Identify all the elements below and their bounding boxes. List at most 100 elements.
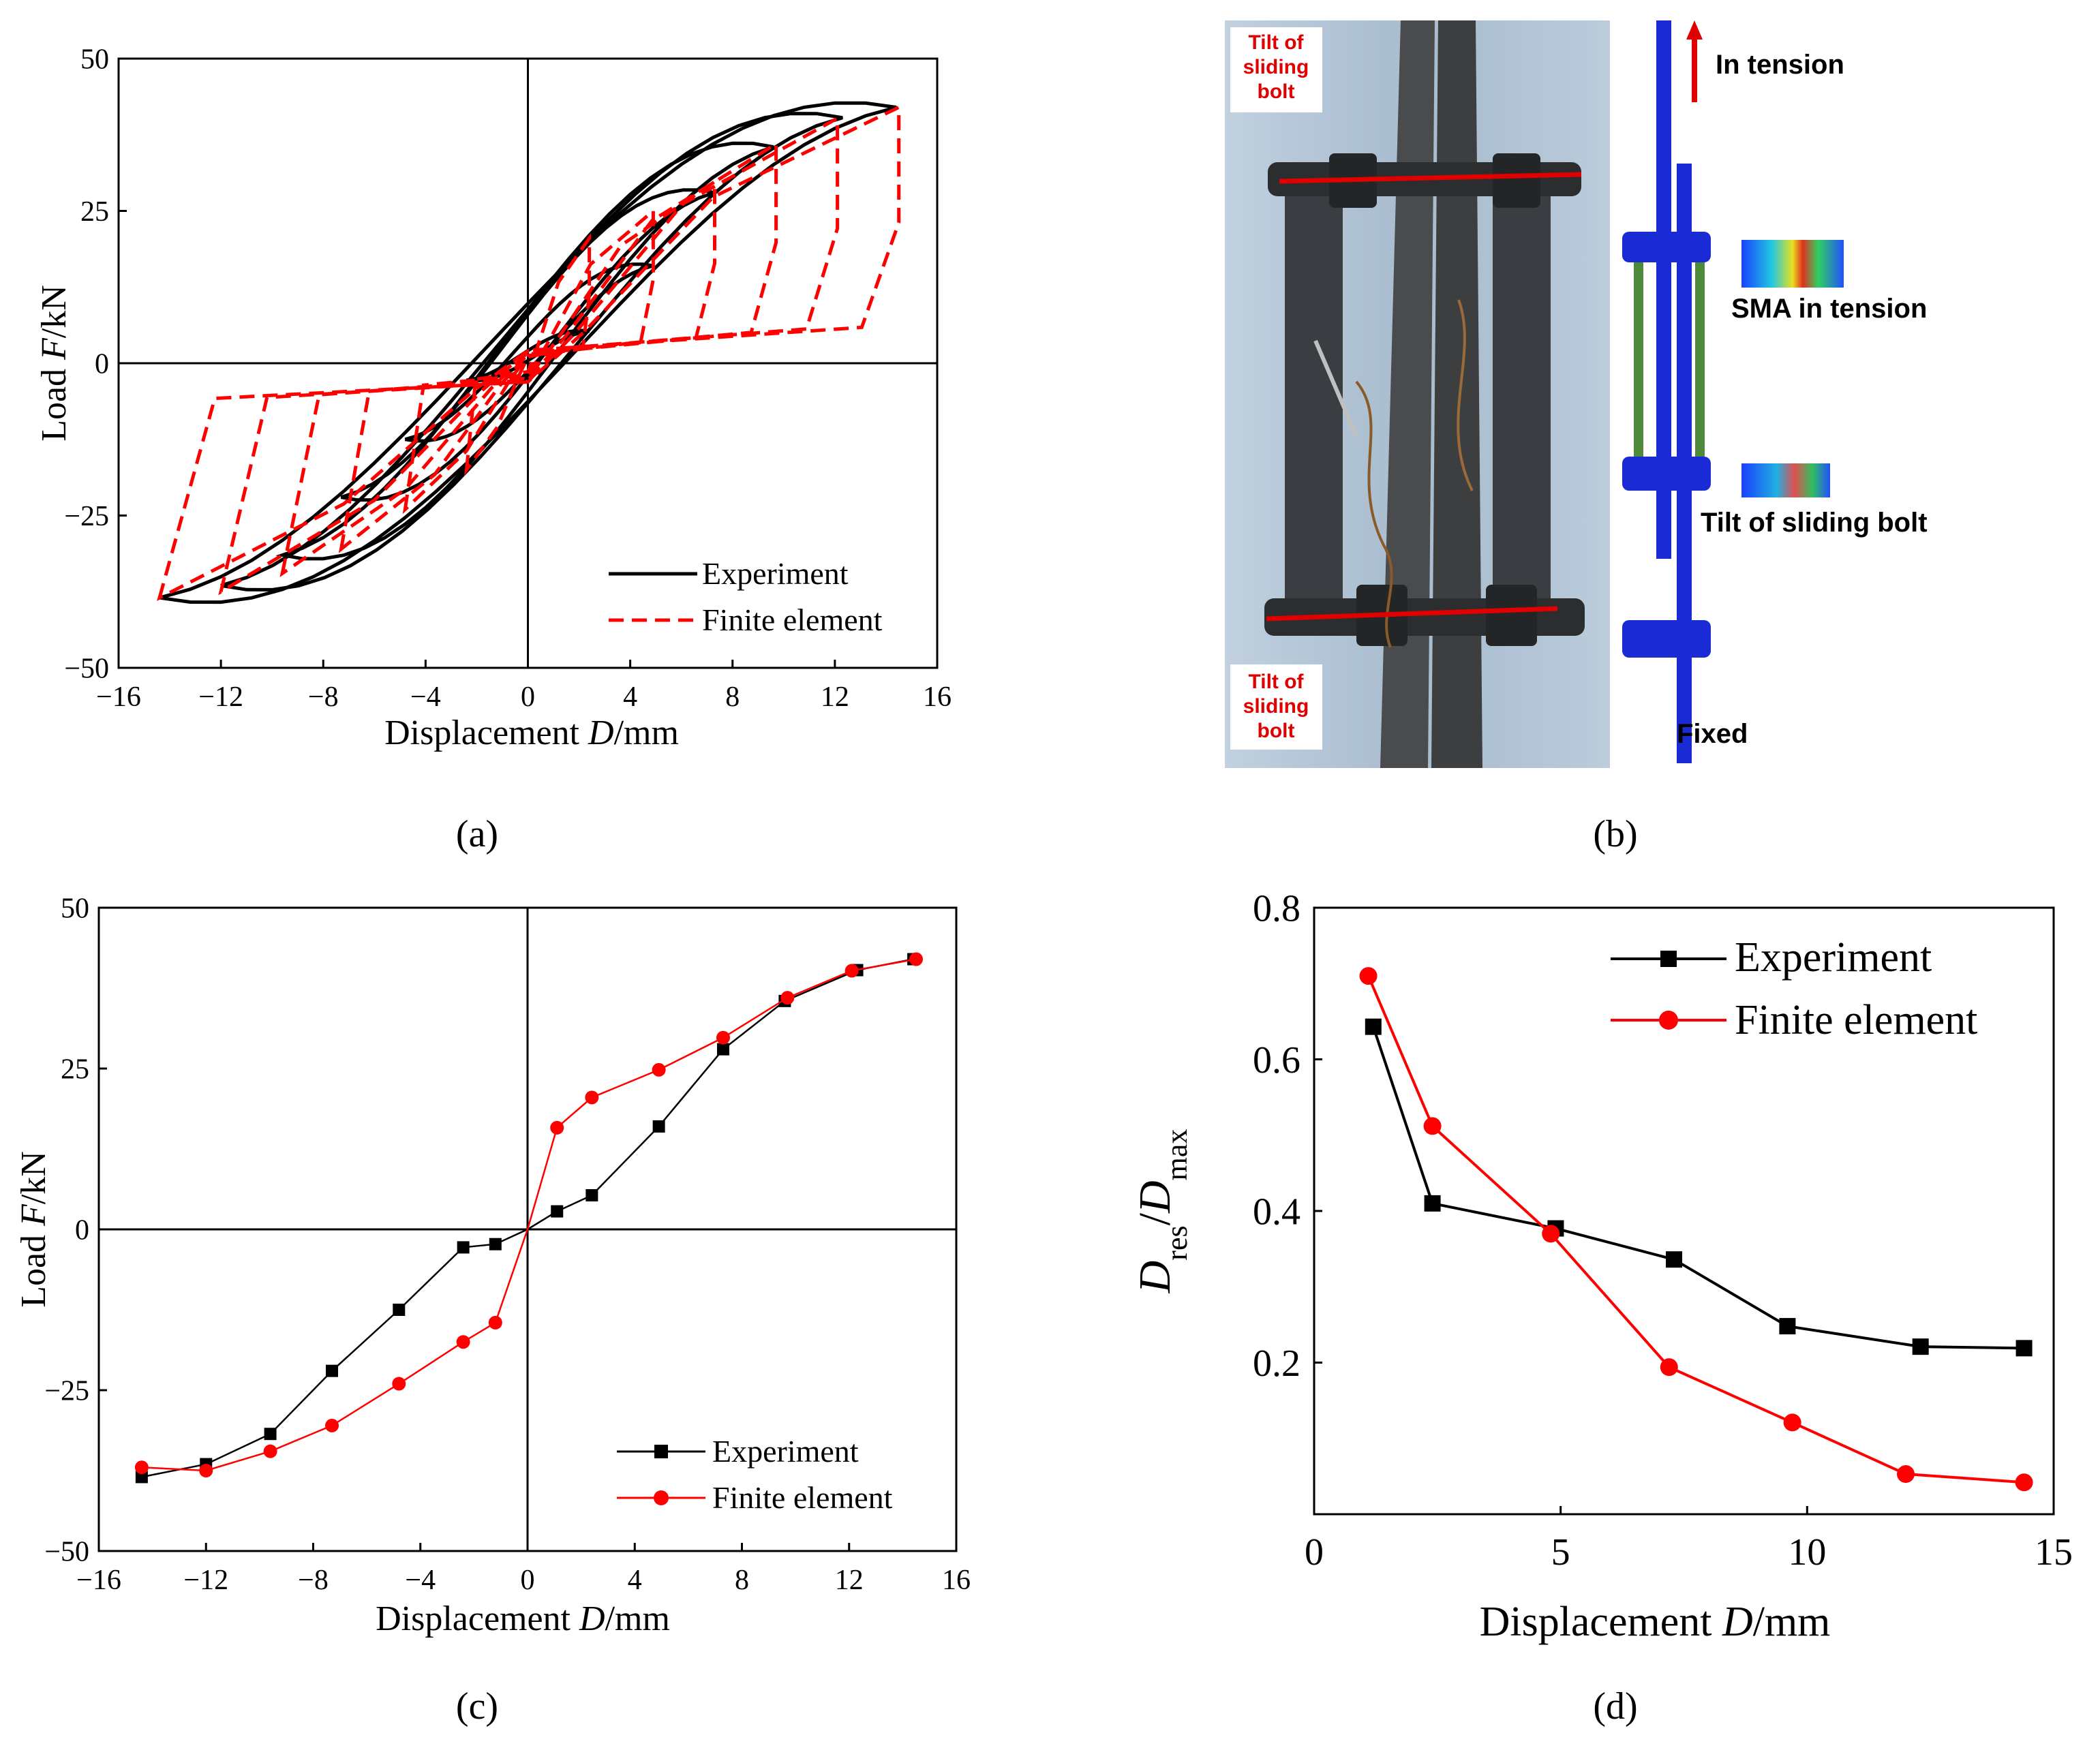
x-tick-label: −8 xyxy=(308,681,339,713)
chart-d: 0 5 10 15 0.2 0.4 0.6 0.8 Displacement D/mm Dre… xyxy=(1130,888,2073,1728)
experiment-loop-2 xyxy=(404,262,654,443)
x-tick-label: −12 xyxy=(198,681,243,713)
tilt-line-top xyxy=(1279,172,1582,184)
x-tick-label: −16 xyxy=(76,1565,121,1596)
chart-c: −16 −12 −8 −4 0 4 8 12 16 −50 −25 0 25 50 Displacemen… xyxy=(14,893,971,1728)
y-tick-label: 25 xyxy=(80,196,109,228)
legend-c-experiment-marker xyxy=(654,1445,668,1458)
x-tick-label: −12 xyxy=(183,1565,228,1596)
fe-point xyxy=(585,1090,599,1105)
model-sma-right xyxy=(1695,262,1705,457)
fe-point xyxy=(1897,1465,1915,1484)
y-tick-label: 0.2 xyxy=(1253,1342,1300,1385)
x-tick-label: 16 xyxy=(923,681,952,713)
x-tick-label: 8 xyxy=(725,681,740,713)
y-tick-label: 25 xyxy=(61,1054,89,1086)
fe-point xyxy=(716,1030,730,1045)
fe-point xyxy=(1423,1117,1442,1135)
chart-c-xlabel: Displacement D/mm xyxy=(376,1599,670,1638)
label-tilt-of-sliding-bolt: Tilt of sliding bolt xyxy=(1701,508,1928,538)
legend-a-fe-label: Finite element xyxy=(702,602,883,637)
photo-label-top-1: Tilt of xyxy=(1248,31,1304,54)
fe-loop-1 xyxy=(463,232,592,476)
x-tick-label: −4 xyxy=(410,681,441,713)
chart-c-plot-area xyxy=(99,908,956,1551)
chart-a-xlabel: Displacement D/mm xyxy=(384,713,679,752)
panel-label-c: (c) xyxy=(456,1685,498,1728)
bolt-stress-contour xyxy=(1741,463,1830,497)
chart-a-plot-area xyxy=(119,59,937,668)
fe-point xyxy=(1660,1358,1678,1377)
test-photo: Tilt of sliding bolt Tilt of sliding bol… xyxy=(1225,20,1610,768)
fe-loop-6 xyxy=(157,104,901,602)
x-tick-label: −16 xyxy=(96,681,141,713)
x-tick-label: 16 xyxy=(942,1565,971,1596)
fe-point xyxy=(456,1335,470,1349)
experiment-point xyxy=(393,1304,406,1316)
legend-c-experiment-label: Experiment xyxy=(712,1434,859,1469)
chart-d-xlabel: Displacement D/mm xyxy=(1480,1599,1831,1645)
label-sma-in-tension: SMA in tension xyxy=(1731,294,1927,324)
legend-d-fe-marker xyxy=(1659,1011,1678,1030)
experiment-point xyxy=(326,1364,339,1377)
chart-a-ticks: −16 −12 −8 −4 0 4 8 12 16 −50 −25 0 25 50 xyxy=(64,44,952,713)
y-tick-label: 0 xyxy=(95,349,109,380)
fe-point xyxy=(134,1460,149,1475)
x-tick-label: 0 xyxy=(521,1565,535,1596)
experiment-point xyxy=(551,1205,564,1218)
bolt-nut-bottom-right xyxy=(1486,585,1537,646)
photo-label-top-2: sliding xyxy=(1243,56,1309,78)
bolt-nut-top-right xyxy=(1493,153,1540,208)
legend-d-experiment-label: Experiment xyxy=(1735,934,1932,981)
model-bolt-upper xyxy=(1622,232,1711,262)
y-tick-label: −25 xyxy=(64,501,109,532)
legend-c-fe-marker xyxy=(654,1490,669,1505)
tension-arrow-head xyxy=(1686,20,1703,40)
chart-c-ylabel: Load F/kN xyxy=(14,1151,53,1308)
panel-label-d: (d) xyxy=(1593,1685,1637,1728)
legend-a-experiment-label: Experiment xyxy=(702,556,849,591)
photo-label-top-3: bolt xyxy=(1258,80,1295,103)
fe-point xyxy=(1359,967,1378,985)
label-in-tension: In tension xyxy=(1716,50,1844,80)
label-fixed: Fixed xyxy=(1677,719,1748,749)
fe-point xyxy=(2015,1473,2033,1492)
y-tick-label: 0.6 xyxy=(1253,1039,1300,1081)
x-tick-label: 8 xyxy=(735,1565,749,1596)
x-tick-label: 4 xyxy=(623,681,637,713)
y-tick-label: −50 xyxy=(44,1537,89,1568)
chart-a-ylabel: Load F/kN xyxy=(35,285,74,442)
fe-point xyxy=(844,964,859,978)
experiment-point xyxy=(489,1238,502,1250)
x-tick-label: 12 xyxy=(821,681,849,713)
experiment-point xyxy=(457,1241,470,1254)
x-tick-label: 0 xyxy=(521,681,535,713)
y-tick-label: 50 xyxy=(80,44,109,76)
chart-a-legend: Experiment Finite element xyxy=(609,556,883,637)
experiment-point xyxy=(2015,1340,2033,1357)
chart-d-ylabel: Dres/Dmax xyxy=(1130,1129,1193,1294)
steel-plate-right xyxy=(1431,20,1482,768)
fe-point xyxy=(199,1464,213,1477)
tilt-line-bottom xyxy=(1266,606,1558,621)
panel-b-photo-and-model: Tilt of sliding bolt Tilt of sliding bol… xyxy=(1225,20,1928,855)
fe-ratio-line xyxy=(1367,975,2024,1484)
experiment-point xyxy=(652,1120,665,1133)
experiment-point xyxy=(1779,1318,1796,1335)
panel-label-b: (b) xyxy=(1593,813,1637,855)
x-tick-label: 10 xyxy=(1788,1531,1826,1574)
model-sma-left xyxy=(1634,262,1643,457)
experiment-point xyxy=(1666,1251,1683,1268)
legend-d-experiment-marker xyxy=(1660,951,1677,967)
experiment-ratio-line xyxy=(1371,1026,2024,1350)
fe-model: In tension SMA in tension Tilt of slidin… xyxy=(1622,20,1928,763)
fe-point xyxy=(652,1062,666,1077)
experiment-point xyxy=(1365,1018,1382,1035)
wire-1 xyxy=(1355,380,1393,648)
fe-point xyxy=(1783,1413,1801,1432)
x-tick-label: 4 xyxy=(628,1565,642,1596)
photo-label-bottom-1: Tilt of xyxy=(1248,671,1304,693)
experiment-point xyxy=(585,1188,598,1201)
chart-d-plot-area xyxy=(1359,967,2033,1492)
chart-c-ticks: −16 −12 −8 −4 0 4 8 12 16 −50 −25 0 25 50 xyxy=(44,893,971,1596)
